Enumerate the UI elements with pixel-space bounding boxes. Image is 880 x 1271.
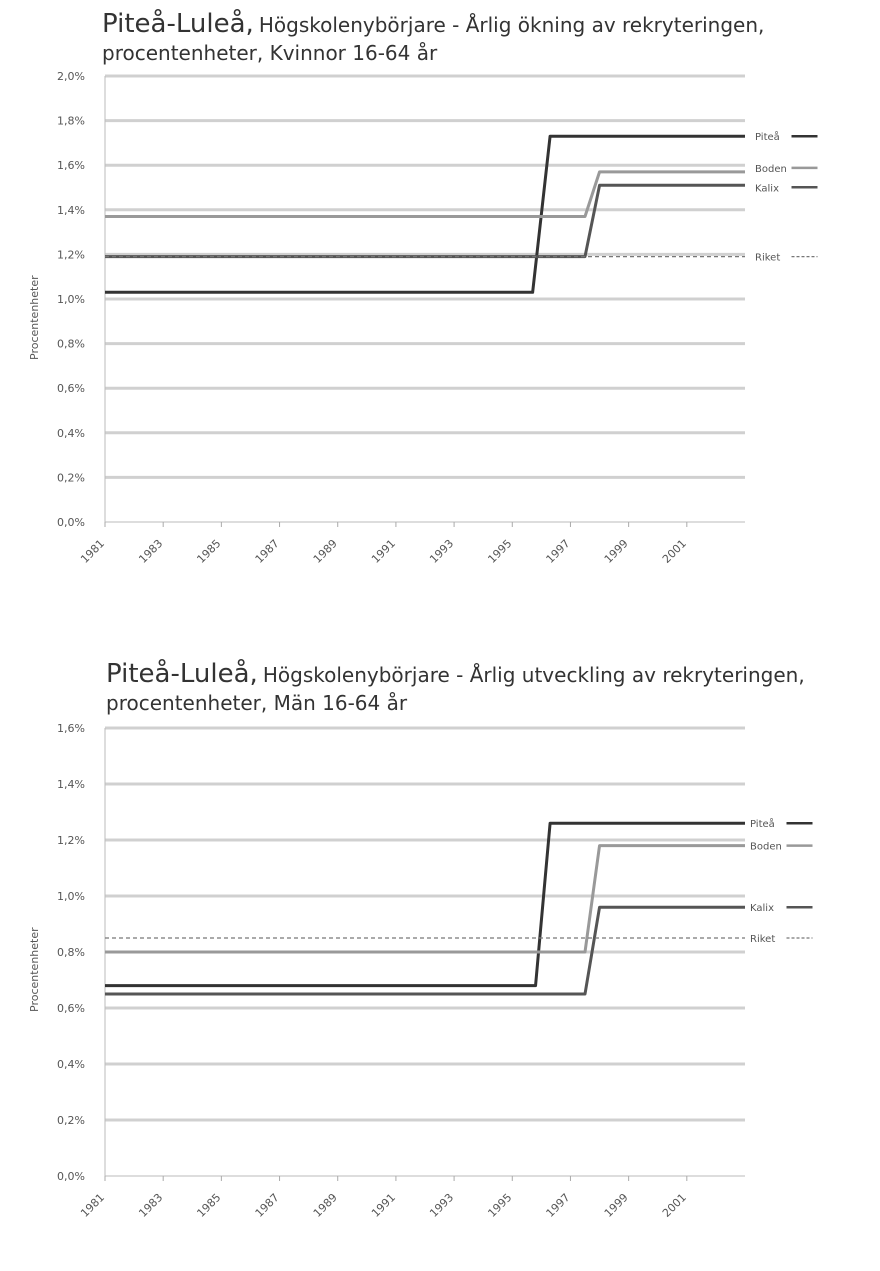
y-tick-label: 1,2% <box>57 248 85 261</box>
series-line-kalix <box>105 183 745 259</box>
y-tick-label: 1,4% <box>57 204 85 217</box>
y-tick-label: 1,6% <box>57 159 85 172</box>
chart-title-line2: procentenheter, Män 16-64 år <box>106 690 408 715</box>
x-tick-label: 2001 <box>660 1191 689 1220</box>
x-tick-label: 1995 <box>485 1191 514 1220</box>
x-tick-label: 1981 <box>78 537 107 566</box>
y-tick-label: 1,4% <box>57 778 85 791</box>
chart-title: Piteå-Luleå, Högskolenybörjare - Årlig u… <box>106 658 805 716</box>
legend-label: Riket <box>755 253 780 264</box>
x-tick-label: 1997 <box>544 537 573 566</box>
legend-label: Kalix <box>750 903 774 914</box>
x-tick-label: 2001 <box>660 537 689 566</box>
legend-label: Boden <box>755 164 787 175</box>
legend-label: Kalix <box>755 183 779 194</box>
x-tick-label: 1985 <box>194 1191 223 1220</box>
x-tick-label: 1993 <box>427 537 456 566</box>
line-chart-svg: 0,0% 0,2% 0,4% 0,6% 0,8% 1,0% 1,2% 1,4% 1,6% 1,8%… <box>57 70 818 566</box>
y-tick-label: 0,8% <box>57 946 85 959</box>
chart-title-place: Piteå-Luleå, <box>102 9 254 39</box>
x-tick-label: 1985 <box>194 537 223 566</box>
y-tick-label: 0,6% <box>57 1002 85 1015</box>
series-line-pitea <box>105 821 745 988</box>
legend-label: Piteå <box>750 817 775 830</box>
y-tick-label: 0,0% <box>57 516 85 529</box>
chart-men: Piteå-Luleå, Högskolenybörjare - Årlig u… <box>0 640 880 1271</box>
y-tick-label: 0,4% <box>57 1058 85 1071</box>
x-tick-label: 1987 <box>253 537 282 566</box>
y-tick-label: 2,0% <box>57 70 85 83</box>
x-tick-label: 1999 <box>602 537 631 566</box>
y-tick-label: 0,4% <box>57 427 85 440</box>
x-tick-label: 1989 <box>311 1191 340 1220</box>
y-tick-label: 1,6% <box>57 722 85 735</box>
x-tick-label: 1991 <box>369 1191 398 1220</box>
x-tick-label: 1995 <box>485 537 514 566</box>
legend-label: Riket <box>750 934 775 945</box>
x-tick-label: 1983 <box>136 1191 165 1220</box>
legend-label: Piteå <box>755 130 780 143</box>
y-tick-label: 1,2% <box>57 834 85 847</box>
legend-label: Boden <box>750 842 782 853</box>
x-tick-label: 1997 <box>544 1191 573 1220</box>
series-line-kalix <box>105 905 745 996</box>
series-line-pitea <box>105 134 745 294</box>
y-tick-label: 0,8% <box>57 338 85 351</box>
chart-title-place: Piteå-Luleå, <box>106 659 258 689</box>
x-tick-label: 1983 <box>136 537 165 566</box>
x-tick-label: 1989 <box>311 537 340 566</box>
x-tick-label: 1987 <box>253 1191 282 1220</box>
x-tick-label: 1999 <box>602 1191 631 1220</box>
x-tick-label: 1981 <box>78 1191 107 1220</box>
chart-title: Piteå-Luleå, Högskolenybörjare - Årlig ö… <box>102 8 764 66</box>
x-tick-label: 1993 <box>427 1191 456 1220</box>
y-tick-label: 1,8% <box>57 115 85 128</box>
chart-title-line2: procentenheter, Kvinnor 16-64 år <box>102 40 438 65</box>
y-tick-label: 0,0% <box>57 1170 85 1183</box>
y-tick-label: 1,0% <box>57 293 85 306</box>
series-line-boden <box>105 170 745 218</box>
series-line-boden <box>105 844 745 954</box>
chart-women: Piteå-Luleå, Högskolenybörjare - Årlig ö… <box>0 0 880 620</box>
y-tick-label: 0,2% <box>57 471 85 484</box>
chart-title-main: Högskolenybörjare - Årlig ökning av rekr… <box>258 13 765 37</box>
y-tick-label: 0,6% <box>57 382 85 395</box>
line-chart-svg: 0,0% 0,2% 0,4% 0,6% 0,8% 1,0% 1,2% 1,4% 1,6% 1981… <box>57 722 813 1220</box>
y-tick-label: 1,0% <box>57 890 85 903</box>
chart-title-main: Högskolenybörjare - Årlig utveckling av … <box>262 663 805 687</box>
x-tick-label: 1991 <box>369 537 398 566</box>
y-tick-label: 0,2% <box>57 1114 85 1127</box>
